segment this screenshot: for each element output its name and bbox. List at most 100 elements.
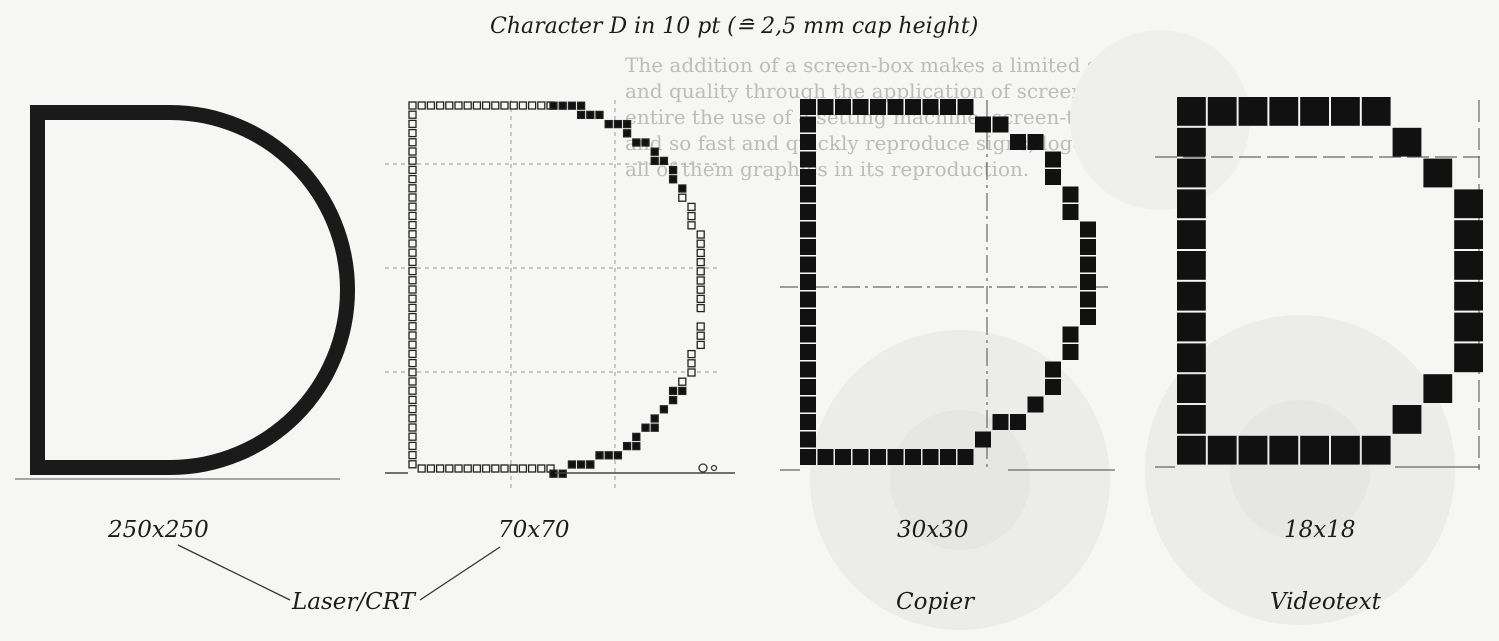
pixel-block	[1010, 414, 1026, 430]
matrix-dot	[408, 220, 417, 230]
matrix-dot	[454, 464, 463, 473]
matrix-dot	[558, 101, 567, 110]
pixel-block	[1062, 344, 1079, 360]
matrix-dot	[408, 386, 417, 395]
pixel-block	[905, 99, 921, 115]
pixel-block	[1045, 151, 1061, 168]
pixel-block	[852, 99, 869, 115]
pixel-block	[922, 449, 939, 465]
matrix-dot	[408, 358, 417, 368]
matrix-dot	[509, 464, 518, 473]
matrix-dot	[641, 138, 650, 147]
pixel-block	[817, 449, 834, 465]
matrix-dot	[696, 248, 705, 258]
matrix-dot	[595, 451, 604, 460]
matrix-dot	[408, 414, 417, 423]
pixel-block	[800, 151, 816, 168]
pixel-block	[992, 414, 1009, 430]
matrix-dot	[408, 368, 417, 377]
matrix-dot	[622, 119, 632, 129]
pixel-block	[1027, 134, 1044, 150]
pixel-block	[1080, 309, 1096, 325]
background-halos	[810, 30, 1455, 630]
matrix-dot	[586, 110, 595, 120]
matrix-dot	[622, 441, 632, 451]
matrix-dot	[641, 423, 650, 432]
pixel-block	[870, 449, 886, 465]
pixel-block	[817, 99, 834, 115]
pixel-block	[800, 116, 816, 133]
matrix-dot	[696, 303, 705, 313]
pixel-block	[800, 309, 816, 325]
matrix-dot	[696, 276, 705, 285]
matrix-dot	[678, 377, 687, 386]
pixel-block	[1010, 134, 1026, 150]
matrix-dot	[576, 101, 586, 110]
matrix-dot	[408, 450, 417, 460]
matrix-dot	[632, 441, 641, 451]
matrix-dot	[549, 101, 558, 110]
matrix-dot	[408, 276, 417, 285]
pixel-block	[1454, 343, 1483, 373]
pixel-block	[1238, 435, 1268, 465]
pixel-block	[800, 186, 816, 203]
pixel-block	[800, 256, 816, 273]
pixel-block	[887, 449, 904, 465]
pixel-block	[957, 99, 974, 115]
pixel-block	[1080, 239, 1096, 255]
glyph-250x250	[15, 105, 355, 480]
matrix-dot	[595, 110, 604, 120]
matrix-dot	[500, 464, 509, 473]
glyph-18x18	[1177, 97, 1483, 465]
matrix-dot	[481, 464, 491, 473]
matrix-dot	[408, 303, 417, 313]
matrix-dot	[408, 377, 417, 386]
matrix-dot	[472, 101, 482, 110]
pixel-block	[1177, 281, 1206, 311]
pixel-block	[852, 449, 869, 465]
pixel-block	[800, 291, 816, 308]
matrix-dot	[668, 386, 678, 396]
pixel-block	[1062, 326, 1079, 343]
pixel-block	[887, 99, 904, 115]
laser-crt-connectors	[177, 544, 501, 601]
matrix-dot	[408, 285, 417, 294]
matrix-dot	[576, 110, 586, 120]
matrix-dot	[650, 423, 659, 432]
pixel-block	[800, 414, 816, 430]
pixel-block	[1207, 97, 1237, 126]
matrix-dot	[586, 460, 595, 469]
matrix-dot	[445, 101, 454, 110]
matrix-dot	[408, 165, 417, 175]
pixel-block	[800, 361, 816, 378]
matrix-dot	[696, 239, 705, 248]
pixel-block	[1080, 291, 1096, 308]
pixel-block	[975, 116, 991, 133]
pixel-block	[1177, 405, 1206, 434]
diagram-title: Character D in 10 pt (≘ 2,5 mm cap heigh…	[490, 14, 979, 39]
matrix-dot	[613, 119, 623, 129]
guides-70x70	[385, 100, 720, 490]
pixel-block	[1207, 435, 1237, 465]
glyph-30x30	[800, 99, 1096, 465]
matrix-dot	[491, 101, 500, 110]
matrix-dot	[408, 101, 417, 110]
pixel-block	[1045, 361, 1061, 378]
device-label-videotext: Videotext	[1270, 589, 1381, 615]
matrix-dot	[668, 175, 678, 184]
pixel-block	[1392, 405, 1422, 434]
matrix-dot	[435, 101, 445, 110]
pixel-block	[1177, 158, 1206, 188]
pixel-block	[1045, 379, 1061, 395]
matrix-dot	[408, 441, 417, 451]
pixel-block	[1454, 281, 1483, 311]
matrix-dot	[659, 405, 669, 414]
pixel-block	[1300, 97, 1329, 126]
pixel-block	[1062, 204, 1079, 220]
matrix-dot	[509, 101, 518, 110]
matrix-dot	[527, 101, 537, 110]
pixel-block	[905, 449, 921, 465]
matrix-dot	[408, 119, 417, 129]
pixel-block	[1361, 97, 1391, 126]
matrix-dot	[408, 128, 417, 138]
